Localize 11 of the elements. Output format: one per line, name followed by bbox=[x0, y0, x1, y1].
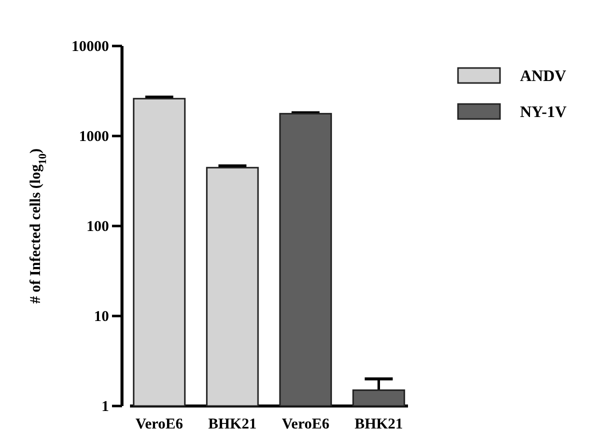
y-tick-label: 10000 bbox=[72, 38, 109, 55]
x-tick-label: VeroE6 bbox=[282, 416, 330, 432]
y-tick-label: 1 bbox=[102, 398, 109, 415]
x-tick-label: VeroE6 bbox=[136, 416, 184, 432]
x-tick-label: BHK21 bbox=[354, 416, 403, 432]
legend-label: NY-1V bbox=[520, 104, 567, 121]
y-tick-label: 1000 bbox=[79, 128, 109, 145]
y-tick-label: 100 bbox=[86, 218, 109, 235]
y-tick-label: 10 bbox=[94, 308, 109, 325]
x-tick-label: BHK21 bbox=[208, 416, 257, 432]
legend-label: ANDV bbox=[520, 68, 567, 85]
